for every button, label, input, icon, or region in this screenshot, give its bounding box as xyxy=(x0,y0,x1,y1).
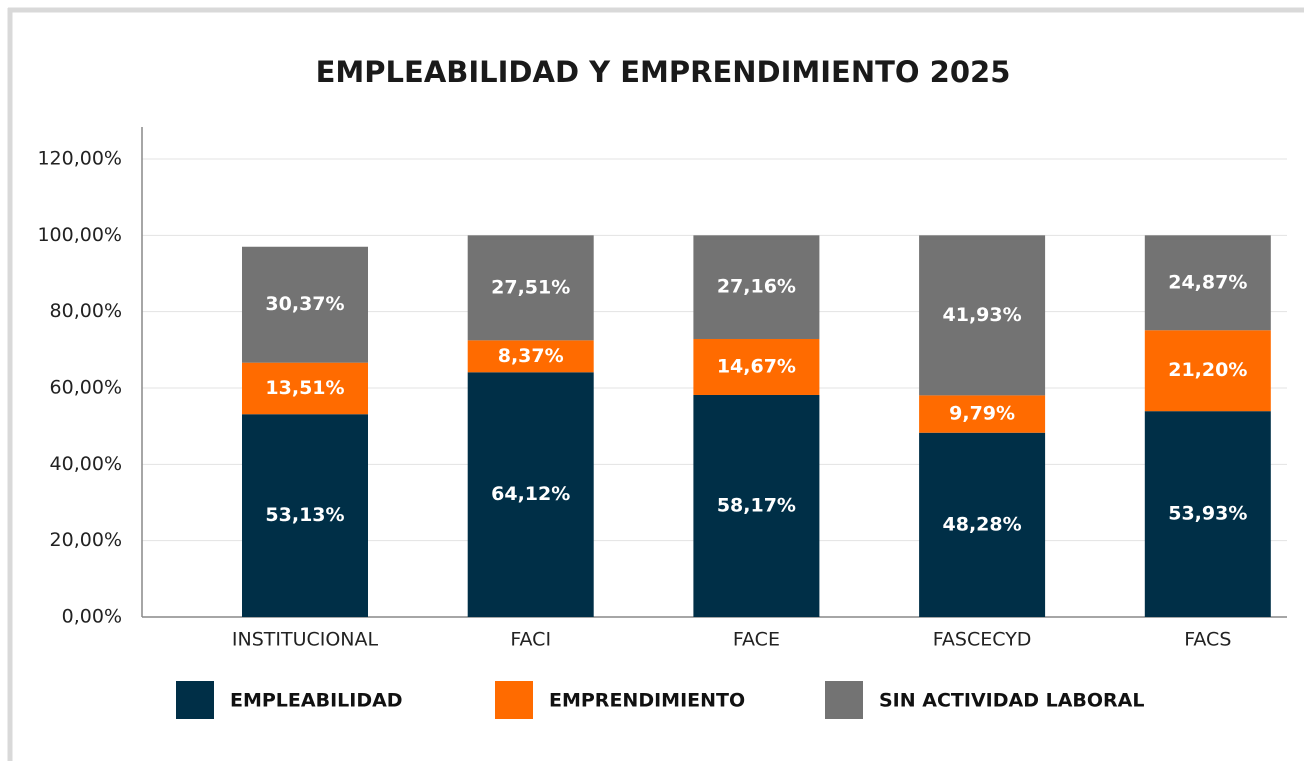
bar-segment xyxy=(693,235,820,339)
legend-label: EMPLEABILIDAD xyxy=(230,690,403,712)
y-tick-label: 120,00% xyxy=(37,148,122,170)
bar-segment xyxy=(1144,411,1271,617)
y-tick-label: 40,00% xyxy=(50,453,122,475)
bar-segment xyxy=(467,372,594,617)
value-label: 13,51% xyxy=(265,377,344,399)
value-label: 53,93% xyxy=(1168,503,1247,525)
x-tick-label: FACE xyxy=(733,629,780,651)
bar-segment xyxy=(693,338,820,395)
value-label: 14,67% xyxy=(717,355,796,377)
y-tick-label: 0,00% xyxy=(62,606,122,628)
bar-segment xyxy=(1144,235,1271,331)
bar-segment xyxy=(467,340,594,373)
value-label: 9,79% xyxy=(949,403,1015,425)
y-tick-label: 20,00% xyxy=(50,529,122,551)
legend-label: EMPRENDIMIENTO xyxy=(549,690,745,712)
value-label: 41,93% xyxy=(943,304,1022,326)
value-label: 48,28% xyxy=(943,513,1022,535)
bar-segment xyxy=(1144,330,1271,412)
value-label: 24,87% xyxy=(1168,271,1247,293)
y-tick-label: 100,00% xyxy=(37,224,122,246)
legend-swatch xyxy=(825,681,863,719)
bar-segment xyxy=(919,395,1046,433)
value-label: 64,12% xyxy=(491,483,570,505)
bar-segment xyxy=(467,235,594,341)
bar-segment xyxy=(242,246,368,363)
value-label: 27,16% xyxy=(717,276,796,298)
value-label: 30,37% xyxy=(265,293,344,315)
value-label: 53,13% xyxy=(265,504,344,526)
value-label: 8,37% xyxy=(498,345,564,367)
bar-segment xyxy=(242,414,368,617)
x-tick-label: INSTITUCIONAL xyxy=(232,629,379,651)
value-label: 27,51% xyxy=(491,276,570,298)
bar-segment xyxy=(919,432,1046,617)
x-tick-label: FACS xyxy=(1184,629,1231,651)
y-tick-label: 80,00% xyxy=(50,300,122,322)
value-label: 58,17% xyxy=(717,494,796,516)
x-tick-label: FACI xyxy=(510,629,551,651)
bar-segment xyxy=(242,362,368,415)
x-tick-label: FASCECYD xyxy=(933,629,1032,651)
legend-label: SIN ACTIVIDAD LABORAL xyxy=(879,690,1144,712)
y-tick-label: 60,00% xyxy=(50,377,122,399)
chart-title: EMPLEABILIDAD Y EMPRENDIMIENTO 2025 xyxy=(316,55,1011,89)
bar-segment xyxy=(919,235,1046,396)
bar-segment xyxy=(693,394,820,617)
legend-swatch xyxy=(495,681,533,719)
legend-swatch xyxy=(176,681,214,719)
value-label: 21,20% xyxy=(1168,359,1247,381)
